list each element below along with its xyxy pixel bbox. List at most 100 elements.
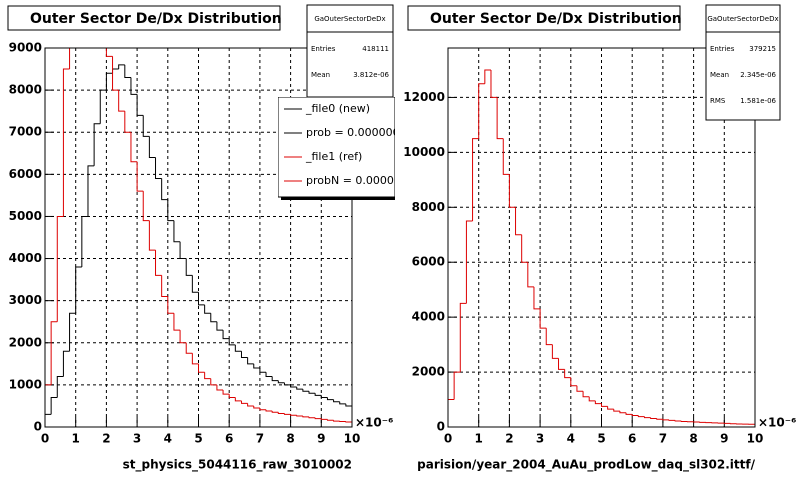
histogram-bin	[314, 393, 322, 396]
histogram-bin	[570, 377, 577, 387]
x-tick-label: 6	[628, 432, 636, 446]
histogram-bin	[625, 412, 633, 415]
histogram-bin	[253, 405, 260, 409]
stats-value: 3.812e-06	[353, 71, 389, 79]
legend-label: _file1 (ref)	[305, 150, 362, 163]
histogram-bin	[613, 409, 620, 412]
histogram-bin	[631, 414, 639, 416]
histogram-bin	[247, 403, 254, 407]
histogram-bin	[173, 313, 181, 331]
histogram-bin	[191, 275, 199, 293]
histogram-bin	[216, 384, 224, 391]
histogram-bin	[173, 220, 181, 243]
histogram-bin	[155, 157, 162, 180]
histogram-bin	[105, 72, 113, 91]
y-tick-label: 9000	[9, 41, 42, 55]
x-tick-label: 9	[720, 432, 728, 446]
legend-label: _file0 (new)	[305, 102, 370, 115]
histogram-bin	[136, 94, 144, 116]
y-tick-label: 7000	[9, 125, 42, 139]
histogram-bin	[478, 83, 485, 139]
histogram-bin	[508, 174, 516, 208]
histogram-bin	[112, 56, 119, 91]
histogram-bin	[296, 415, 303, 417]
stats-value: 418111	[362, 45, 389, 53]
y-tick-label: 0	[437, 420, 445, 434]
histogram-bin	[490, 69, 498, 98]
histogram-bin	[100, 0, 106, 6]
x-tick-label: 5	[597, 432, 605, 446]
histogram-bin	[545, 328, 553, 346]
histogram-bin	[283, 413, 291, 415]
histogram-bin	[136, 161, 144, 192]
histogram-bin	[502, 138, 510, 175]
stats-value: 379215	[749, 45, 776, 53]
histogram-bin	[167, 199, 174, 222]
x-scale-label: ×10⁻⁶	[758, 416, 796, 430]
histogram-bin	[333, 399, 340, 403]
stats-key: Mean	[311, 71, 330, 79]
histogram-bin	[588, 396, 596, 402]
x-tick-label: 0	[444, 432, 452, 446]
histogram-bin	[314, 417, 322, 420]
histogram-bin	[564, 369, 571, 379]
y-tick-label: 12000	[403, 90, 445, 104]
histogram-bin	[210, 378, 217, 386]
histogram-bin	[198, 363, 205, 373]
histogram-bin	[277, 380, 285, 384]
stats-name: GaOuterSectorDeDx	[314, 15, 385, 23]
legend-box	[278, 97, 395, 198]
histogram-bin	[216, 321, 224, 331]
histogram-bin	[124, 64, 131, 78]
title-box	[407, 5, 681, 31]
histogram-bin	[185, 342, 193, 354]
histogram-bin	[674, 420, 682, 422]
histogram-bin	[533, 286, 541, 310]
stats-box	[306, 4, 394, 98]
chart-title: Outer Sector De/Dx Distribution	[430, 11, 682, 27]
histogram-bin	[118, 64, 125, 70]
stats-key: Entries	[311, 45, 336, 53]
histogram-bin	[198, 292, 205, 306]
histogram-bin	[222, 389, 230, 395]
histogram-bin	[45, 413, 52, 427]
histogram-bin	[650, 417, 657, 419]
histogram-bin	[118, 90, 125, 112]
histogram-bin	[619, 411, 627, 414]
histogram-bin	[259, 408, 267, 411]
histogram-bin	[56, 375, 64, 398]
x-tick-label: 6	[225, 432, 233, 446]
histogram-bin	[185, 258, 193, 276]
x-scale-label: ×10⁻⁶	[355, 416, 393, 430]
frame	[44, 47, 353, 428]
stats-key: Mean	[710, 71, 729, 79]
histogram-bin	[234, 344, 242, 352]
histogram-bin	[179, 330, 187, 344]
histogram-bin	[539, 308, 547, 329]
histogram-bin	[148, 220, 156, 251]
histogram-bin	[601, 403, 608, 407]
histogram-bin	[204, 372, 211, 380]
stats-key: RMS	[710, 97, 726, 105]
y-tick-label: 6000	[9, 167, 42, 181]
histogram-bin	[662, 419, 670, 421]
histogram-bin	[333, 420, 340, 422]
histogram-bin	[465, 220, 473, 304]
y-tick-label: 5000	[9, 209, 42, 223]
x-tick-label: 9	[317, 432, 325, 446]
histogram-bin	[62, 68, 70, 217]
x-tick-label: 4	[567, 432, 575, 446]
stats-value: 1.581e-06	[740, 97, 776, 105]
histogram-bin	[607, 406, 614, 410]
histogram-bin	[161, 275, 168, 297]
histogram-bin	[148, 136, 156, 158]
histogram-bin	[296, 386, 303, 390]
histogram-bin	[320, 395, 328, 399]
legend-label: probN = 0.00000	[306, 174, 401, 187]
histogram-bin	[277, 412, 285, 415]
x-tick-label: 3	[536, 432, 544, 446]
histogram-bin	[45, 384, 52, 427]
chart: 0 1 2 3 4 5 6 7 8 9 10 0 2000 4000 6000 8000 10000 12000 ×…	[403, 4, 796, 473]
histogram-bin	[124, 111, 131, 133]
